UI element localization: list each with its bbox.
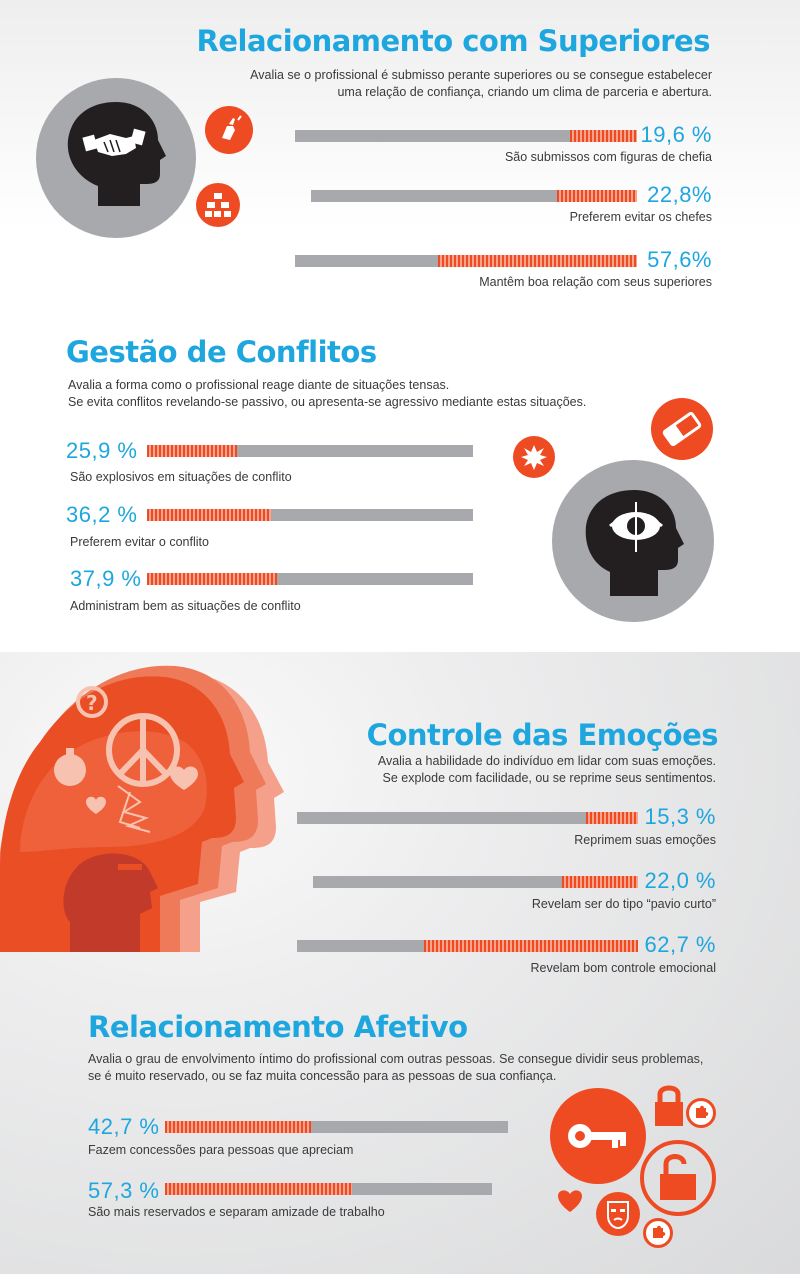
section-desc-conflitos: Avalia a forma como o profissional reage… bbox=[68, 377, 586, 411]
percent-value: 42,7 % bbox=[88, 1114, 160, 1139]
bar-fill bbox=[165, 1121, 311, 1133]
percent-value: 37,9 % bbox=[70, 566, 142, 591]
bar-track bbox=[297, 812, 638, 824]
bar-track bbox=[295, 255, 637, 267]
desc-line: se é muito reservado, ou se faz muita co… bbox=[88, 1069, 557, 1083]
bar-track bbox=[165, 1183, 492, 1195]
heads-emotions-icon: ? bbox=[0, 652, 300, 952]
bar-fill bbox=[424, 940, 638, 952]
bar-caption: Revelam ser do tipo “pavio curto” bbox=[531, 897, 716, 911]
percent-value: 62,7 % bbox=[644, 932, 716, 957]
bar-track bbox=[147, 445, 473, 457]
pen-icon bbox=[205, 106, 253, 154]
percent-value: 57,3 % bbox=[88, 1178, 160, 1203]
section-title-emocoes: Controle das Emoções bbox=[366, 718, 719, 752]
desc-line: Avalia o grau de envolvimento íntimo do … bbox=[88, 1052, 704, 1066]
bar-fill bbox=[147, 445, 237, 457]
bar-caption: Administram bem as situações de conflito bbox=[70, 599, 301, 613]
desc-line: Avalia a forma como o profissional reage… bbox=[68, 378, 450, 392]
bar-track bbox=[147, 509, 473, 521]
section-desc-superiores: Avalia se o profissional é submisso pera… bbox=[250, 67, 712, 101]
padlock-open-icon bbox=[640, 1140, 716, 1216]
bar-caption: São mais reservados e separam amizade de… bbox=[88, 1205, 385, 1219]
bar-track bbox=[165, 1121, 508, 1133]
bar-fill bbox=[570, 130, 637, 142]
bar-fill bbox=[165, 1183, 352, 1195]
heart-icon bbox=[556, 1188, 584, 1214]
percent-value: 22,8% bbox=[647, 182, 712, 207]
mask-icon bbox=[596, 1192, 640, 1236]
bar-track bbox=[297, 940, 638, 952]
section-title-superiores: Relacionamento com Superiores bbox=[196, 24, 711, 58]
bar-track bbox=[147, 573, 473, 585]
bar-fill bbox=[438, 255, 637, 267]
desc-line: uma relação de confiança, criando um cli… bbox=[337, 85, 712, 99]
head-handshake-icon bbox=[36, 78, 196, 238]
puzzle-icon bbox=[643, 1218, 673, 1248]
bar-track bbox=[295, 130, 637, 142]
percent-value: 36,2 % bbox=[66, 502, 138, 527]
desc-line: Se evita conflitos revelando-se passivo,… bbox=[68, 395, 587, 409]
percent-value: 22,0 % bbox=[644, 868, 716, 893]
svg-text:?: ? bbox=[86, 691, 98, 715]
bar-track bbox=[313, 876, 638, 888]
section-desc-emocoes: Avalia a habilidade do indivíduo em lida… bbox=[378, 753, 716, 787]
desc-line: Avalia se o profissional é submisso pera… bbox=[250, 68, 712, 82]
bar-track bbox=[311, 190, 637, 202]
bar-caption: São explosivos em situações de conflito bbox=[70, 470, 292, 484]
bar-caption: Mantêm boa relação com seus superiores bbox=[479, 275, 712, 289]
percent-value: 57,6% bbox=[647, 247, 712, 272]
explosion-icon bbox=[513, 436, 555, 478]
percent-value: 19,6 % bbox=[640, 122, 712, 147]
bar-caption: São submissos com figuras de chefia bbox=[504, 150, 712, 164]
head-eye-icon bbox=[552, 460, 714, 622]
hierarchy-icon bbox=[196, 183, 240, 227]
padlock-closed-icon bbox=[652, 1082, 686, 1128]
puzzle-icon bbox=[686, 1098, 716, 1128]
section-title-afetivo: Relacionamento Afetivo bbox=[88, 1010, 468, 1044]
section-title-conflitos: Gestão de Conflitos bbox=[66, 335, 377, 369]
bar-caption: Revelam bom controle emocional bbox=[530, 961, 716, 975]
eraser-icon bbox=[651, 398, 713, 460]
percent-value: 25,9 % bbox=[66, 438, 138, 463]
bar-fill bbox=[586, 812, 638, 824]
bar-caption: Preferem evitar o conflito bbox=[70, 535, 209, 549]
bar-fill bbox=[557, 190, 637, 202]
bar-caption: Fazem concessões para pessoas que apreci… bbox=[88, 1143, 354, 1157]
bar-fill bbox=[562, 876, 638, 888]
desc-line: Avalia a habilidade do indivíduo em lida… bbox=[377, 754, 716, 768]
percent-value: 15,3 % bbox=[644, 804, 716, 829]
key-icon bbox=[550, 1088, 646, 1184]
bar-fill bbox=[147, 509, 271, 521]
bar-caption: Reprimem suas emoções bbox=[574, 833, 716, 847]
desc-line: Se explode com facilidade, ou se reprime… bbox=[382, 771, 716, 785]
bar-fill bbox=[147, 573, 277, 585]
bar-caption: Preferem evitar os chefes bbox=[569, 210, 712, 224]
section-desc-afetivo: Avalia o grau de envolvimento íntimo do … bbox=[88, 1051, 703, 1085]
